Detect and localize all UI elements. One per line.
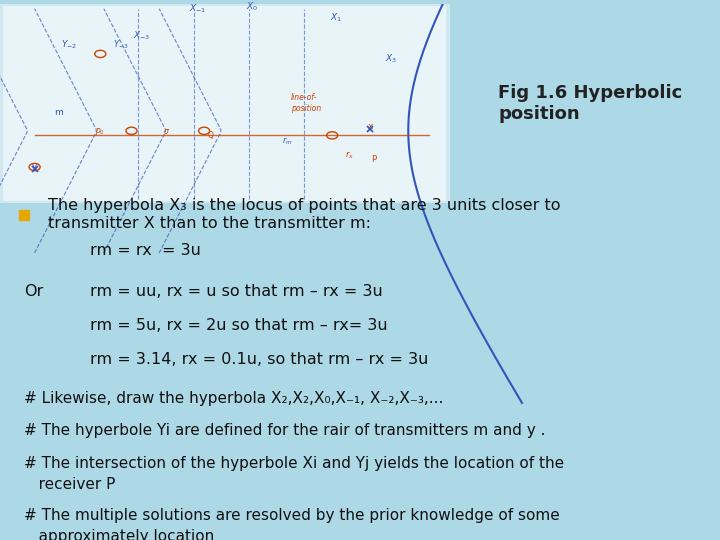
Text: $\sigma$: $\sigma$ bbox=[163, 127, 170, 137]
Text: $p_0$: $p_0$ bbox=[95, 126, 105, 137]
Text: # The hyperbole Yi are defined for the rair of transmitters m and y .: # The hyperbole Yi are defined for the r… bbox=[24, 423, 546, 438]
Text: y: y bbox=[32, 163, 37, 171]
Text: The hyperbola X₃ is the locus of points that are 3 units closer to
transmitter X: The hyperbola X₃ is the locus of points … bbox=[48, 198, 561, 231]
FancyBboxPatch shape bbox=[0, 4, 450, 203]
Text: x: x bbox=[367, 122, 373, 131]
Text: rm = uu, rx = u so that rm – rx = 3u: rm = uu, rx = u so that rm – rx = 3u bbox=[90, 284, 383, 299]
Text: Q: Q bbox=[208, 131, 214, 140]
Text: $X_{-1}$: $X_{-1}$ bbox=[189, 3, 206, 15]
Text: $r_m$: $r_m$ bbox=[282, 135, 292, 146]
Text: $r_x$: $r_x$ bbox=[345, 150, 354, 161]
Text: # Likewise, draw the hyperbola X₂,X₂,X₀,X₋₁, X₋₂,X₋₃,...: # Likewise, draw the hyperbola X₂,X₂,X₀,… bbox=[24, 391, 444, 406]
Text: rm = 5u, rx = 2u so that rm – rx= 3u: rm = 5u, rx = 2u so that rm – rx= 3u bbox=[90, 318, 387, 333]
Text: $X_1$: $X_1$ bbox=[330, 11, 342, 24]
Text: Or: Or bbox=[24, 284, 43, 299]
Text: rm = 3.14, rx = 0.1u, so that rm – rx = 3u: rm = 3.14, rx = 0.1u, so that rm – rx = … bbox=[90, 352, 428, 367]
Text: $X_{-3}$: $X_{-3}$ bbox=[133, 30, 150, 42]
Text: $Y_{-3}$: $Y_{-3}$ bbox=[114, 38, 129, 51]
Text: # The multiple solutions are resolved by the prior knowledge of some
   approxim: # The multiple solutions are resolved by… bbox=[24, 508, 560, 540]
Text: P: P bbox=[371, 156, 377, 165]
FancyBboxPatch shape bbox=[4, 6, 446, 201]
Text: $X_3$: $X_3$ bbox=[385, 52, 397, 65]
Text: rm = rx  = 3u: rm = rx = 3u bbox=[90, 243, 201, 258]
Text: # The intersection of the hyperbole Xi and Yj yields the location of the
   rece: # The intersection of the hyperbole Xi a… bbox=[24, 456, 564, 492]
Text: line-of-
position: line-of- position bbox=[291, 93, 321, 113]
Text: $X_0$: $X_0$ bbox=[246, 0, 258, 12]
Text: Fig 1.6 Hyperbolic
position: Fig 1.6 Hyperbolic position bbox=[498, 84, 683, 123]
Text: m: m bbox=[55, 108, 63, 117]
Text: $Y_{-2}$: $Y_{-2}$ bbox=[61, 39, 77, 51]
